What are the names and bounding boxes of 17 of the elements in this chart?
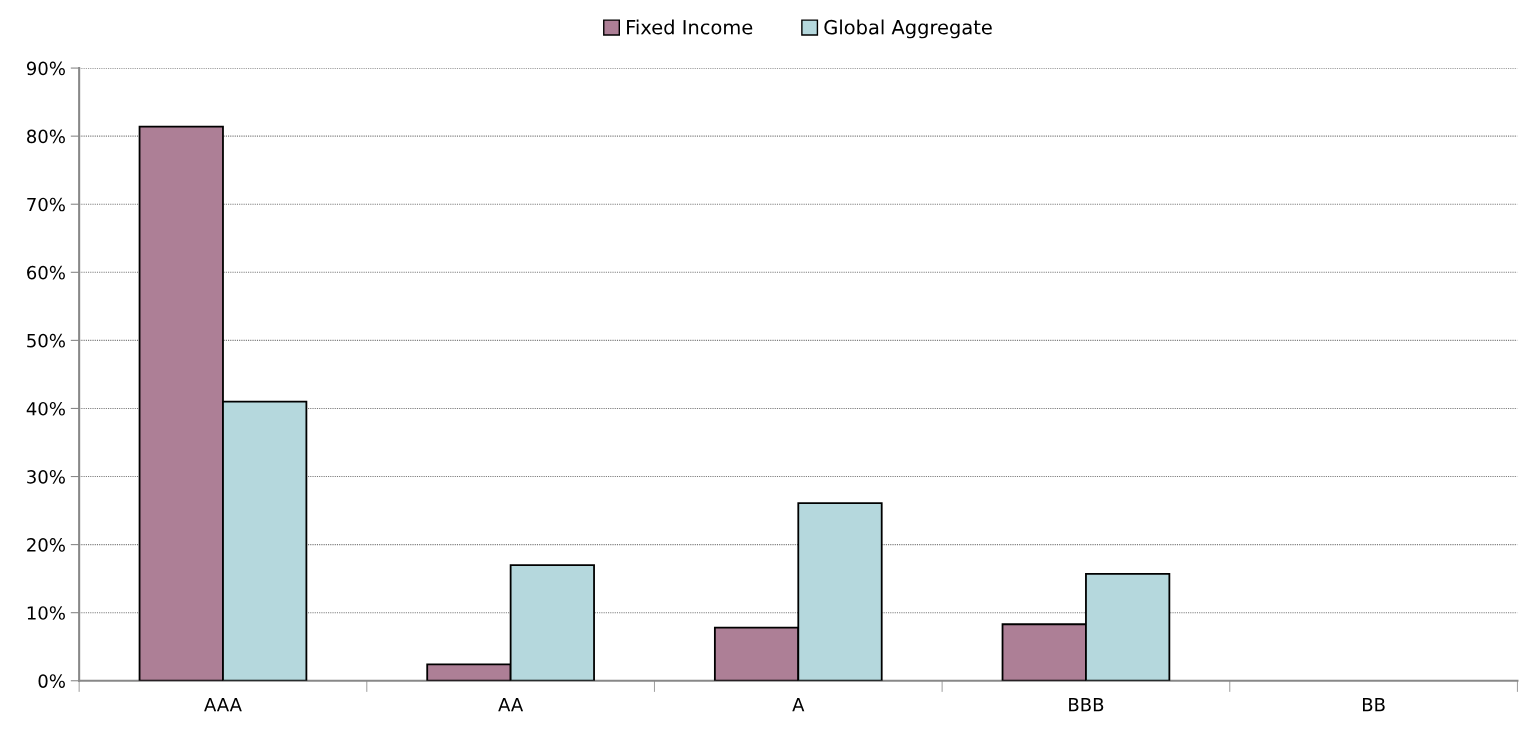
legend-label: Fixed Income: [627, 19, 753, 35]
x-tick-label: BBB: [1069, 697, 1104, 712]
y-tick-label: 10%: [27, 606, 65, 620]
legend-label: Global Aggregate: [824, 19, 992, 39]
x-tick-label: A: [792, 697, 805, 712]
y-tick-label: 90%: [26, 61, 65, 76]
y-tick-label: 0%: [38, 674, 65, 688]
x-tick-label: AAA: [204, 697, 242, 712]
x-tick-label: BB: [1362, 697, 1385, 712]
y-tick-label: 30%: [27, 469, 65, 484]
y-tick-label: 70%: [27, 197, 65, 212]
y-tick-label: 40%: [26, 401, 65, 416]
y-tick-label: 80%: [27, 129, 65, 144]
y-tick-label: 60%: [27, 265, 65, 280]
x-tick-label: AA: [498, 697, 524, 712]
y-tick-label: 20%: [27, 538, 65, 552]
y-tick-label: 50%: [27, 333, 65, 348]
